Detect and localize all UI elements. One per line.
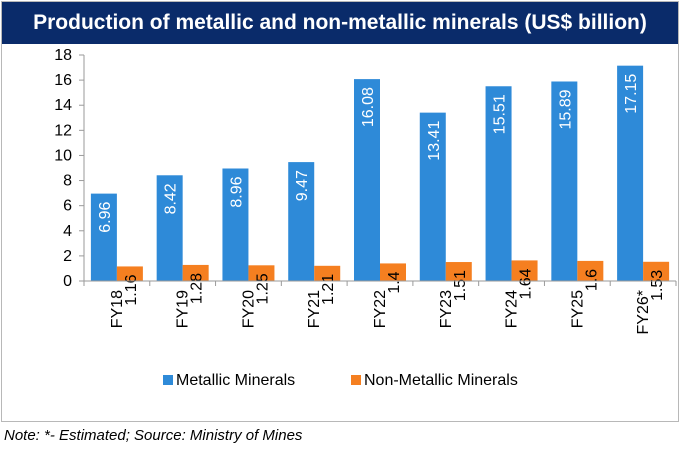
data-label-metallic: 15.51 [492, 94, 509, 134]
data-label-non-metallic: 1.4 [386, 271, 403, 293]
x-tick-label: FY24 [504, 290, 521, 328]
bar-metallic [617, 65, 644, 281]
bar-non-metallic [577, 260, 604, 281]
legend: Metallic Minerals Non-Metallic Minerals [163, 372, 518, 389]
y-tick-label: 10 [54, 147, 72, 164]
y-tick-label: 14 [54, 97, 72, 114]
bar-metallic [288, 162, 315, 281]
x-tick-label: FY19 [175, 290, 192, 328]
legend-non-metallic-swatch [351, 375, 361, 385]
bar-non-metallic [380, 263, 406, 281]
bar-non-metallic [314, 265, 341, 281]
data-label-non-metallic: 1.53 [649, 270, 666, 301]
y-tick-label: 18 [54, 47, 72, 64]
x-tick-label: FY25 [569, 290, 586, 328]
bar-metallic [90, 193, 117, 281]
source-note: Note: *- Estimated; Source: Ministry of … [4, 427, 303, 444]
bar-non-metallic [182, 264, 209, 281]
bars: 6.961.168.421.288.961.259.471.2116.081.4… [90, 65, 670, 306]
x-axis: FY18 FY19 FY20 FY21 FY22 FY23 FY24 FY25 FY26* [83, 280, 677, 334]
x-tick-label: FY20 [240, 290, 257, 328]
y-tick-label: 0 [63, 273, 72, 290]
bar-metallic [156, 175, 183, 281]
data-label-non-metallic: 1.6 [583, 269, 600, 291]
x-tick-label: FY21 [306, 290, 323, 328]
bar-metallic [485, 86, 512, 281]
bar-metallic [551, 81, 578, 282]
y-tick-label: 6 [63, 198, 72, 215]
data-label-non-metallic: 1.16 [123, 274, 140, 305]
data-label-metallic: 8.96 [228, 176, 245, 207]
x-tick-label: FY22 [372, 290, 389, 328]
bar-metallic [222, 168, 249, 281]
y-tick-label: 16 [54, 72, 72, 89]
bar-non-metallic [445, 262, 472, 281]
data-label-metallic: 16.08 [360, 87, 377, 127]
data-label-metallic: 6.96 [97, 202, 114, 233]
bar-metallic [354, 79, 380, 282]
data-label-non-metallic: 1.64 [518, 268, 535, 299]
y-tick-label: 2 [63, 248, 72, 265]
bar-non-metallic [248, 265, 275, 281]
bar-non-metallic [116, 266, 143, 281]
data-label-non-metallic: 1.51 [452, 270, 469, 301]
data-label-non-metallic: 1.21 [320, 274, 337, 305]
y-tick-label: 12 [54, 122, 72, 139]
legend-metallic-swatch [163, 375, 173, 385]
x-tick-label: FY23 [438, 290, 455, 328]
y-axis: 0 2 4 6 8 10 12 14 16 18 [54, 47, 85, 290]
data-label-metallic: 8.42 [163, 183, 180, 214]
bar-metallic [419, 112, 446, 281]
bar-non-metallic [511, 260, 538, 281]
y-tick-label: 8 [63, 173, 72, 190]
bar-non-metallic [643, 261, 670, 281]
y-tick-label: 4 [63, 223, 72, 240]
data-label-metallic: 17.15 [623, 74, 640, 114]
x-tick-label: FY18 [109, 290, 126, 328]
data-label-metallic: 9.47 [294, 170, 311, 201]
legend-metallic-label: Metallic Minerals [176, 372, 295, 389]
x-tick-label: FY26* [635, 290, 652, 334]
data-label-metallic: 13.41 [426, 121, 443, 161]
data-label-metallic: 15.89 [557, 89, 574, 129]
legend-non-metallic-label: Non-Metallic Minerals [364, 372, 518, 389]
chart-title: Production of metallic and non-metallic … [2, 2, 678, 44]
